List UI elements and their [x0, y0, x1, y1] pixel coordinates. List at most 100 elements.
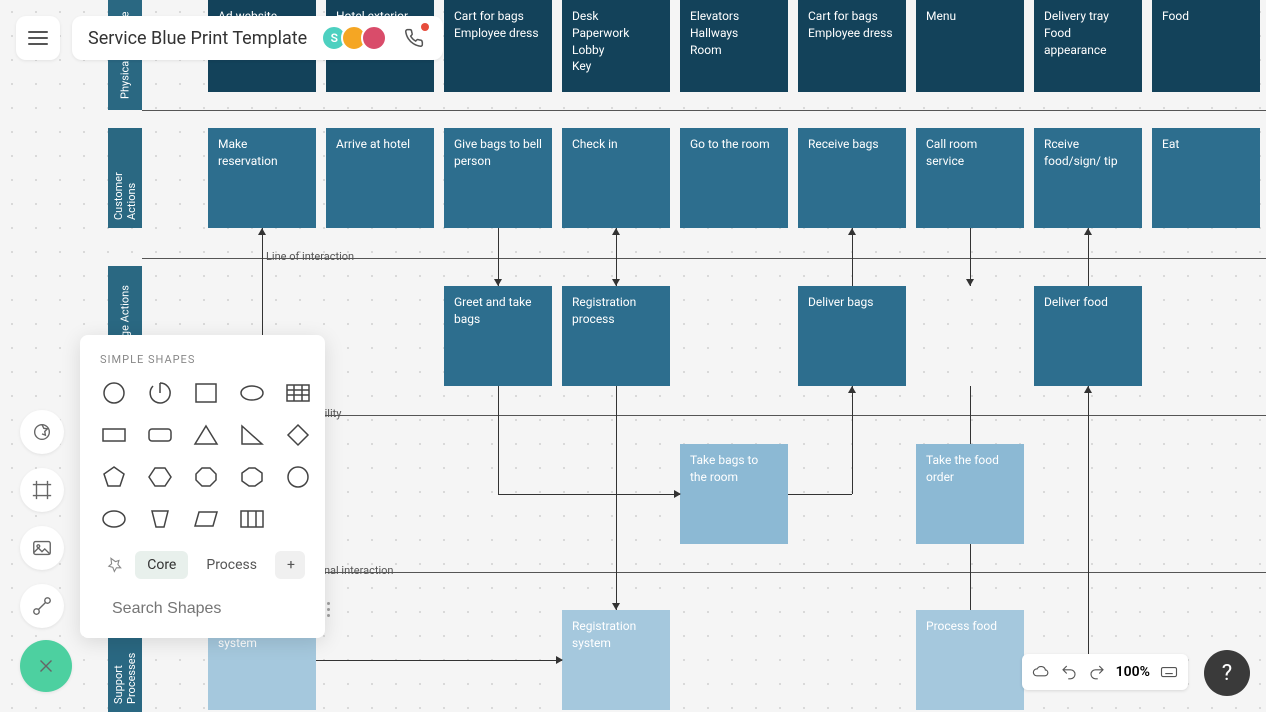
- diagram-card[interactable]: Desk Paperwork Lobby Key: [562, 0, 670, 92]
- connector: [788, 494, 852, 495]
- shape-0[interactable]: [100, 380, 128, 406]
- arrow-head: [848, 228, 856, 235]
- shapes-grid: [100, 380, 305, 532]
- diagram-card[interactable]: Cart for bags Employee dress: [444, 0, 552, 92]
- avatar-group: S: [321, 25, 387, 51]
- shape-5[interactable]: [100, 422, 128, 448]
- avatar-2[interactable]: [361, 25, 387, 51]
- more-icon[interactable]: [327, 602, 330, 617]
- arrow-head: [612, 603, 620, 610]
- connector: [970, 228, 971, 286]
- diagram-card[interactable]: Food: [1152, 0, 1260, 92]
- shape-7[interactable]: [192, 422, 220, 448]
- diagram-card[interactable]: Take bags to the room: [680, 444, 788, 544]
- shape-14[interactable]: [284, 464, 312, 490]
- arrow-head: [1084, 228, 1092, 235]
- shape-17[interactable]: [192, 506, 220, 532]
- separator-line: [142, 110, 1266, 111]
- tab-core[interactable]: Core: [135, 551, 188, 579]
- diagram-card[interactable]: Go to the room: [680, 128, 788, 228]
- connector: [498, 386, 499, 494]
- title-bar: Service Blue Print Template S: [72, 16, 443, 60]
- tool-shapes[interactable]: [20, 410, 64, 454]
- shape-18[interactable]: [238, 506, 266, 532]
- tab-process[interactable]: Process: [194, 551, 269, 579]
- arrow-head: [848, 386, 856, 393]
- close-panel-button[interactable]: [20, 640, 72, 692]
- redo-icon[interactable]: [1088, 663, 1106, 681]
- diagram-card[interactable]: Give bags to bell person: [444, 128, 552, 228]
- shape-16[interactable]: [146, 506, 174, 532]
- diagram-card[interactable]: Delivery tray Food appearance: [1034, 0, 1142, 92]
- arrow-head: [612, 228, 620, 235]
- diagram-card[interactable]: Menu: [916, 0, 1024, 92]
- shapes-panel-title: SIMPLE SHAPES: [100, 353, 305, 366]
- diagram-card[interactable]: Arrive at hotel: [326, 128, 434, 228]
- shape-3[interactable]: [238, 380, 266, 406]
- left-toolbar: [20, 410, 64, 628]
- tool-frame[interactable]: [20, 468, 64, 512]
- menu-button[interactable]: [16, 16, 60, 60]
- connector: [852, 228, 853, 286]
- diagram-card[interactable]: Rceive food/sign/ tip: [1034, 128, 1142, 228]
- cloud-sync-icon[interactable]: [1032, 663, 1050, 681]
- shapes-panel: SIMPLE SHAPES Core Process +: [80, 335, 325, 638]
- arrow-head: [556, 656, 563, 664]
- connector: [498, 494, 680, 495]
- diagram-card[interactable]: Check in: [562, 128, 670, 228]
- connector: [316, 660, 562, 661]
- diagram-card[interactable]: Deliver food: [1034, 286, 1142, 386]
- shape-13[interactable]: [238, 464, 266, 490]
- shape-12[interactable]: [192, 464, 220, 490]
- shape-6[interactable]: [146, 422, 174, 448]
- arrow-head: [612, 279, 620, 286]
- zoom-level[interactable]: 100%: [1116, 664, 1150, 680]
- diagram-card[interactable]: Deliver bags: [798, 286, 906, 386]
- undo-icon[interactable]: [1060, 663, 1078, 681]
- separator-label: Line of interaction: [266, 250, 354, 263]
- pin-button[interactable]: [100, 550, 129, 580]
- arrow-head: [1084, 386, 1092, 393]
- shape-10[interactable]: [100, 464, 128, 490]
- document-title[interactable]: Service Blue Print Template: [88, 28, 307, 49]
- arrow-head: [674, 490, 681, 498]
- connector: [498, 228, 499, 286]
- call-button[interactable]: [401, 25, 427, 51]
- diagram-card[interactable]: Registration system: [562, 610, 670, 710]
- diagram-card[interactable]: Make reservation: [208, 128, 316, 228]
- diagram-card[interactable]: Process food: [916, 610, 1024, 710]
- tool-connector[interactable]: [20, 584, 64, 628]
- bottom-toolbar: 100%: [1022, 654, 1188, 690]
- connector: [616, 386, 617, 610]
- diagram-card[interactable]: Registration process: [562, 286, 670, 386]
- connector: [970, 386, 971, 444]
- search-shapes-input[interactable]: [112, 600, 319, 618]
- diagram-card[interactable]: Greet and take bags: [444, 286, 552, 386]
- shape-8[interactable]: [238, 422, 266, 448]
- diagram-card[interactable]: Call room service: [916, 128, 1024, 228]
- shape-4[interactable]: [284, 380, 312, 406]
- connector: [970, 544, 971, 610]
- arrow-head: [966, 279, 974, 286]
- arrow-head: [494, 279, 502, 286]
- notification-dot: [421, 23, 429, 31]
- diagram-card[interactable]: Eat: [1152, 128, 1260, 228]
- keyboard-icon[interactable]: [1160, 663, 1178, 681]
- shape-11[interactable]: [146, 464, 174, 490]
- shape-15[interactable]: [100, 506, 128, 532]
- lane-label: Customer Actions: [108, 128, 142, 228]
- connector: [852, 386, 853, 494]
- diagram-card[interactable]: Take the food order: [916, 444, 1024, 544]
- connector: [616, 228, 617, 286]
- diagram-card[interactable]: Receive bags: [798, 128, 906, 228]
- help-button[interactable]: ?: [1204, 650, 1250, 696]
- connector: [1088, 228, 1089, 286]
- shape-1[interactable]: [146, 380, 174, 406]
- shape-9[interactable]: [284, 422, 312, 448]
- tab-add[interactable]: +: [275, 551, 305, 579]
- diagram-card[interactable]: Cart for bags Employee dress: [798, 0, 906, 92]
- diagram-card[interactable]: Elevators Hallways Room: [680, 0, 788, 92]
- tool-image[interactable]: [20, 526, 64, 570]
- connector: [1088, 386, 1089, 660]
- shape-2[interactable]: [192, 380, 220, 406]
